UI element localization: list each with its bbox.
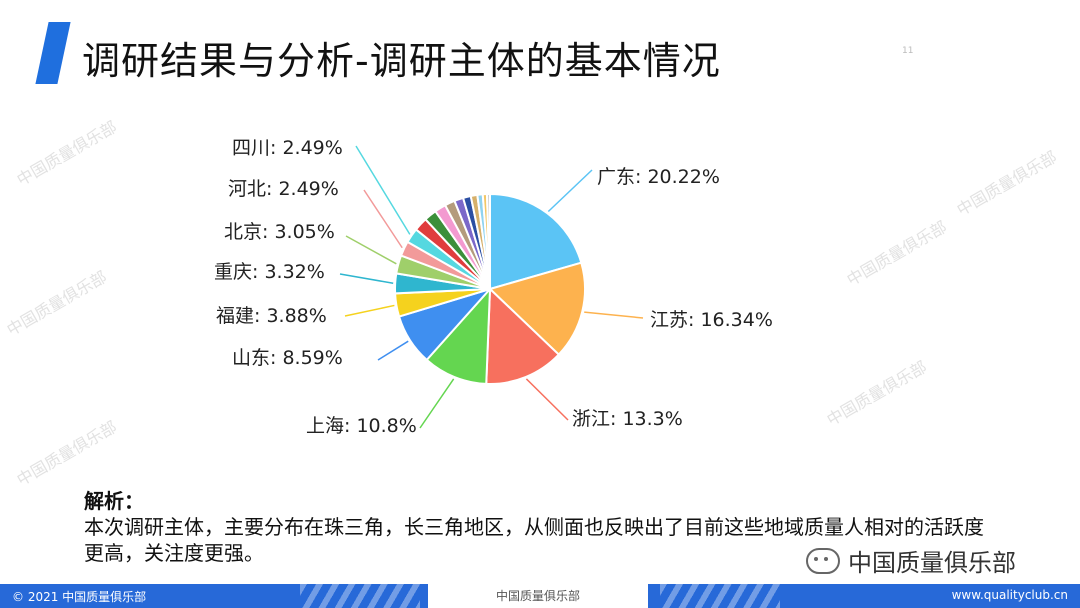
- logo-text: 中国质量俱乐部: [848, 549, 1016, 577]
- page-number: 11: [902, 46, 914, 56]
- pie-slice-浙江: [485, 286, 561, 385]
- leader-line-浙江: [525, 378, 569, 421]
- slice-label-重庆: 重庆: 3.32%: [214, 261, 325, 283]
- slice-label-江苏: 江苏: 16.34%: [650, 309, 773, 331]
- club-logo: 中国质量俱乐部: [806, 543, 1016, 578]
- slice-label-四川: 四川: 2.49%: [232, 137, 343, 159]
- leader-line-山东: [377, 340, 409, 361]
- page-title: 调研结果与分析-调研主体的基本情况: [82, 39, 721, 83]
- analysis-heading: 解析：: [84, 489, 144, 513]
- footer-center-label: 中国质量俱乐部: [428, 584, 648, 608]
- analysis-text: 本次调研主体，主要分布在珠三角，长三角地区，从侧面也反映出了目前这些地域质量人相…: [84, 515, 984, 565]
- slice-label-山东: 山东: 8.59%: [232, 347, 343, 369]
- footer-stripes: [660, 584, 780, 608]
- slice-label-河北: 河北: 2.49%: [228, 178, 339, 200]
- pie-slice-other: [485, 192, 491, 290]
- leader-line-广东: [547, 169, 593, 213]
- slice-label-上海: 上海: 10.8%: [306, 415, 417, 437]
- leader-line-江苏: [584, 311, 644, 319]
- leader-line-北京: [345, 235, 397, 265]
- slice-label-福建: 福建: 3.88%: [216, 305, 327, 327]
- leader-line-福建: [344, 304, 395, 317]
- pie-slice-广东: [489, 192, 583, 291]
- analysis-section: 解析： 本次调研主体，主要分布在珠三角，长三角地区，从侧面也反映出了目前这些地域…: [84, 488, 984, 566]
- pie-slice-江苏: [488, 261, 586, 356]
- slice-label-浙江: 浙江: 13.3%: [572, 408, 683, 430]
- slice-label-北京: 北京: 3.05%: [224, 221, 335, 243]
- pie-slice-上海: [425, 286, 492, 385]
- slice-label-广东: 广东: 20.22%: [597, 166, 720, 188]
- wechat-icon: [806, 547, 840, 574]
- leader-line-上海: [419, 378, 455, 429]
- leader-line-四川: [355, 145, 411, 235]
- footer-stripes: [300, 584, 420, 608]
- pie-chart: 广东: 20.22% 江苏: 16.34% 浙江: 13.3% 上海: 10.8% 山东…: [214, 137, 773, 437]
- footer-website-link[interactable]: www.qualityclub.cn: [951, 588, 1068, 602]
- leader-line-河北: [363, 189, 403, 249]
- leader-line-重庆: [339, 273, 394, 284]
- footer-copyright: © 2021 中国质量俱乐部: [12, 590, 147, 604]
- footer-bar: © 2021 中国质量俱乐部 中国质量俱乐部 www.qualityclub.c…: [0, 584, 1080, 608]
